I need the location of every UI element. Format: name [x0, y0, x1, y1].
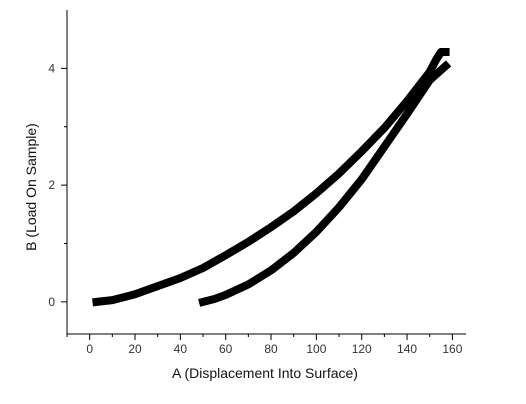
x-tick-label: 100: [306, 342, 326, 356]
x-axis-label: A (Displacement Into Surface): [172, 365, 358, 381]
y-tick-label: 4: [48, 61, 55, 75]
y-axis-label: B (Load On Sample): [23, 123, 39, 251]
series-layer: [92, 48, 452, 307]
x-tick-label: 60: [219, 342, 233, 356]
y-ticks: 0 2 4: [48, 61, 67, 309]
y-tick-label: 0: [48, 295, 55, 309]
y-tick-label: 2: [48, 178, 55, 192]
x-tick-label: 120: [352, 342, 372, 356]
x-tick-label: 140: [397, 342, 417, 356]
x-tick-label: 160: [442, 342, 462, 356]
x-tick-label: 20: [128, 342, 142, 356]
x-tick-label: 40: [174, 342, 188, 356]
x-ticks: 0 20 40 60 80 100 120 140 160: [66, 334, 463, 356]
series-line-loading: [92, 48, 450, 307]
series-line-unloading: [198, 60, 452, 307]
x-tick-label: 80: [264, 342, 278, 356]
axes: [66, 10, 466, 335]
x-tick-label: 0: [86, 342, 93, 356]
